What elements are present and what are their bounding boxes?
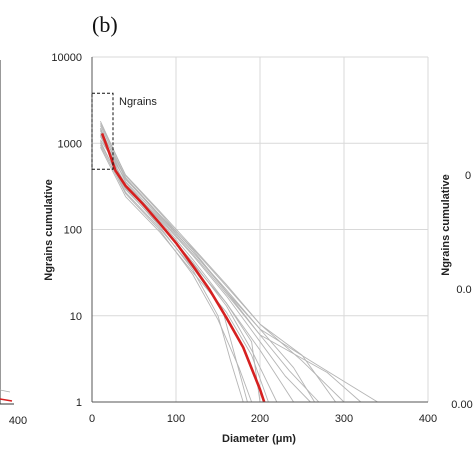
right-neighbor-tick-1: 0.0 (456, 284, 471, 296)
series-line-gray-9 (100, 143, 278, 403)
series-line-gray-4 (100, 144, 253, 403)
series-line-red (100, 132, 266, 403)
series-line-gray-7 (99, 125, 345, 403)
panel-label: (b) (92, 12, 118, 37)
right-neighbor-tick-2: 0.00 (451, 399, 472, 411)
annotation-label: Ngrains (119, 96, 157, 108)
right-neighbor-tick-0: 0 (465, 170, 471, 182)
x-tick-labels: 0 100 200 300 400 (89, 413, 437, 425)
series-line-gray-12 (99, 123, 336, 403)
y-tick-label-0: 1 (76, 397, 82, 409)
left-neighbor-panel: 400 (0, 60, 27, 427)
series-line-gray-10 (100, 133, 320, 403)
x-axis-label: Diameter (μm) (222, 433, 296, 445)
x-tick-label-4: 400 (419, 413, 437, 425)
series-lines (99, 121, 378, 403)
series-line-gray-5 (99, 130, 244, 403)
series-line-gray-1 (99, 127, 294, 403)
y-tick-label-4: 10000 (51, 52, 82, 64)
series-line-gray-8 (99, 146, 269, 403)
y-tick-labels: 1 10 100 1000 10000 (51, 52, 82, 409)
x-tick-label-1: 100 (167, 413, 185, 425)
right-neighbor-y-label: Ngrains cumulative (440, 174, 452, 275)
series-line-gray-14 (99, 129, 315, 403)
annotation-box (91, 92, 114, 170)
x-tick-label-2: 200 (251, 413, 269, 425)
y-tick-label-2: 100 (64, 225, 82, 237)
annotation: Ngrains (91, 92, 157, 170)
y-tick-label-3: 1000 (58, 138, 82, 150)
left-neighbor-x-tick: 400 (9, 415, 27, 427)
y-tick-label-1: 10 (70, 311, 82, 323)
right-neighbor-panel: Ngrains cumulative 0 0.0 0.00 (440, 170, 473, 411)
x-tick-label-0: 0 (89, 413, 95, 425)
y-axis-label: Ngrains cumulative (43, 179, 55, 280)
x-tick-label-3: 300 (335, 413, 353, 425)
series-line-gray-3 (100, 139, 378, 403)
